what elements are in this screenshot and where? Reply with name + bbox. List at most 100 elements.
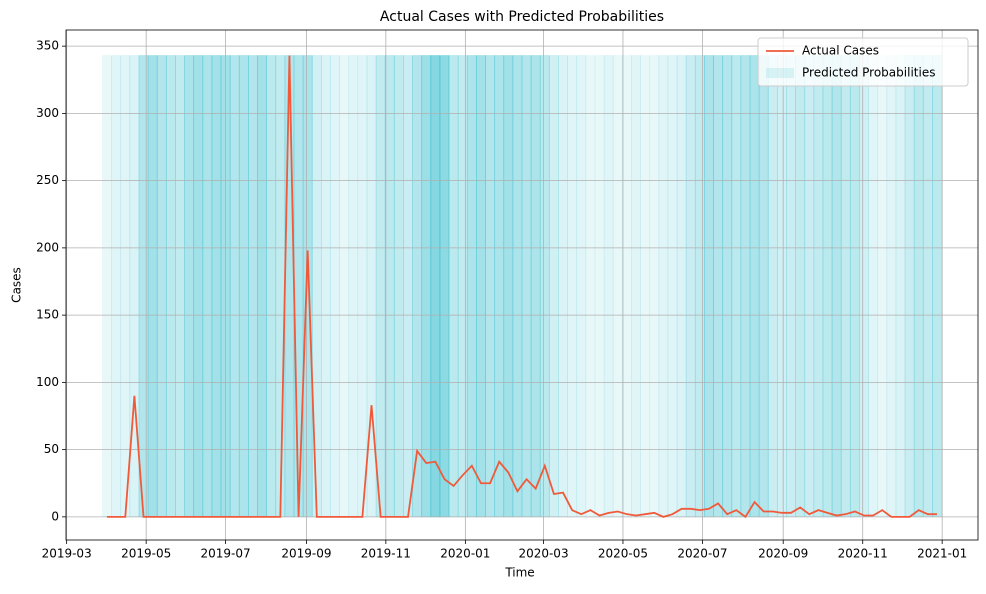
probability-bar xyxy=(704,55,714,518)
grid-layer xyxy=(66,30,978,540)
probability-bar xyxy=(475,55,486,518)
probability-bar xyxy=(165,55,176,518)
probability-bar xyxy=(457,55,468,518)
y-tick-label: 50 xyxy=(44,442,59,456)
probability-bar xyxy=(357,55,368,518)
y-tick-label: 100 xyxy=(36,375,59,389)
probability-bar xyxy=(831,55,842,518)
x-tick-label: 2020-07 xyxy=(677,547,727,561)
probability-bar xyxy=(448,55,459,518)
legend-swatch xyxy=(766,68,794,78)
probability-bar xyxy=(731,55,742,518)
y-tick-label: 0 xyxy=(51,509,59,523)
probability-bar xyxy=(229,55,240,518)
probability-bar xyxy=(922,55,933,518)
probability-bar xyxy=(539,55,550,518)
x-tick-label: 2020-11 xyxy=(838,547,888,561)
x-tick-label: 2019-09 xyxy=(281,547,331,561)
probability-bar xyxy=(877,55,888,518)
probability-bar xyxy=(932,55,942,518)
probability-bar xyxy=(439,55,450,518)
probability-bar xyxy=(147,55,158,518)
probability-bar xyxy=(558,55,568,518)
probability-bar xyxy=(859,55,869,518)
probability-bar xyxy=(886,55,897,518)
legend-label: Predicted Probabilities xyxy=(802,66,935,80)
probability-bar xyxy=(722,55,733,518)
probability-bar xyxy=(740,55,751,518)
probability-bar xyxy=(238,55,249,518)
y-tick-label: 300 xyxy=(36,106,59,120)
y-tick-label: 200 xyxy=(36,240,59,254)
probability-bar xyxy=(804,55,815,518)
probability-bar xyxy=(767,55,778,518)
x-tick-label: 2020-09 xyxy=(758,547,808,561)
legend-box xyxy=(757,37,969,87)
probability-bar xyxy=(102,55,113,518)
probability-bar xyxy=(430,55,441,518)
probability-bar xyxy=(330,55,341,518)
y-tick-label: 250 xyxy=(36,173,59,187)
probability-bar xyxy=(603,55,614,518)
probability-bar xyxy=(384,55,395,518)
legend-label: Actual Cases xyxy=(802,44,879,58)
probability-bar xyxy=(621,55,632,518)
cases-line xyxy=(107,55,937,519)
probability-bar xyxy=(776,55,787,518)
probability-bar xyxy=(521,55,532,518)
probability-bar xyxy=(795,55,806,518)
x-tick-label: 2020-03 xyxy=(518,547,568,561)
probability-bar xyxy=(485,55,496,518)
probability-bar xyxy=(658,55,669,518)
probability-bar xyxy=(111,55,122,518)
probability-bar xyxy=(895,55,906,518)
probability-bar xyxy=(904,55,915,518)
probability-bar xyxy=(567,55,578,518)
probability-bar xyxy=(247,55,258,518)
probability-bar xyxy=(649,55,660,518)
probability-bar xyxy=(868,55,879,518)
probability-bar xyxy=(640,55,651,518)
probability-bar xyxy=(840,55,851,518)
probability-bar xyxy=(849,55,860,518)
y-tick-label: 350 xyxy=(36,39,59,53)
probability-bar xyxy=(758,55,769,518)
probability-bar xyxy=(375,55,386,518)
probability-bar xyxy=(466,55,477,518)
probability-bar xyxy=(412,55,423,518)
probability-bar xyxy=(503,55,514,518)
probability-bar xyxy=(713,55,724,518)
probability-bar xyxy=(348,55,359,518)
bars-layer xyxy=(102,55,942,518)
probability-bar xyxy=(813,55,824,518)
x-tick-label: 2019-07 xyxy=(201,547,251,561)
probability-bar xyxy=(548,55,559,518)
probability-bar xyxy=(786,55,796,518)
x-tick-label: 2019-05 xyxy=(121,547,171,561)
probability-bar xyxy=(120,55,131,518)
probability-bar xyxy=(266,55,277,518)
x-tick-label: 2020-01 xyxy=(440,547,490,561)
plot-frame xyxy=(65,29,979,541)
probability-bar xyxy=(667,55,678,518)
y-tick-label: 150 xyxy=(36,308,59,322)
probability-bar xyxy=(585,55,596,518)
probability-bar xyxy=(211,55,222,518)
probability-bar xyxy=(512,55,523,518)
probability-bar xyxy=(594,55,605,518)
probability-bar xyxy=(676,55,687,518)
chart-title: Actual Cases with Predicted Probabilitie… xyxy=(380,9,664,25)
probability-bar xyxy=(421,55,432,518)
probability-bar xyxy=(284,55,295,518)
probability-bar xyxy=(184,55,195,518)
probability-bar xyxy=(494,55,505,518)
probability-bar xyxy=(339,55,350,518)
probability-bar xyxy=(202,55,213,518)
probability-bar xyxy=(175,55,185,518)
x-tick-label: 2021-01 xyxy=(917,547,967,561)
probability-bar xyxy=(257,55,268,518)
probability-bar xyxy=(302,55,313,518)
probability-bar xyxy=(612,55,623,518)
probability-bar xyxy=(694,55,705,518)
